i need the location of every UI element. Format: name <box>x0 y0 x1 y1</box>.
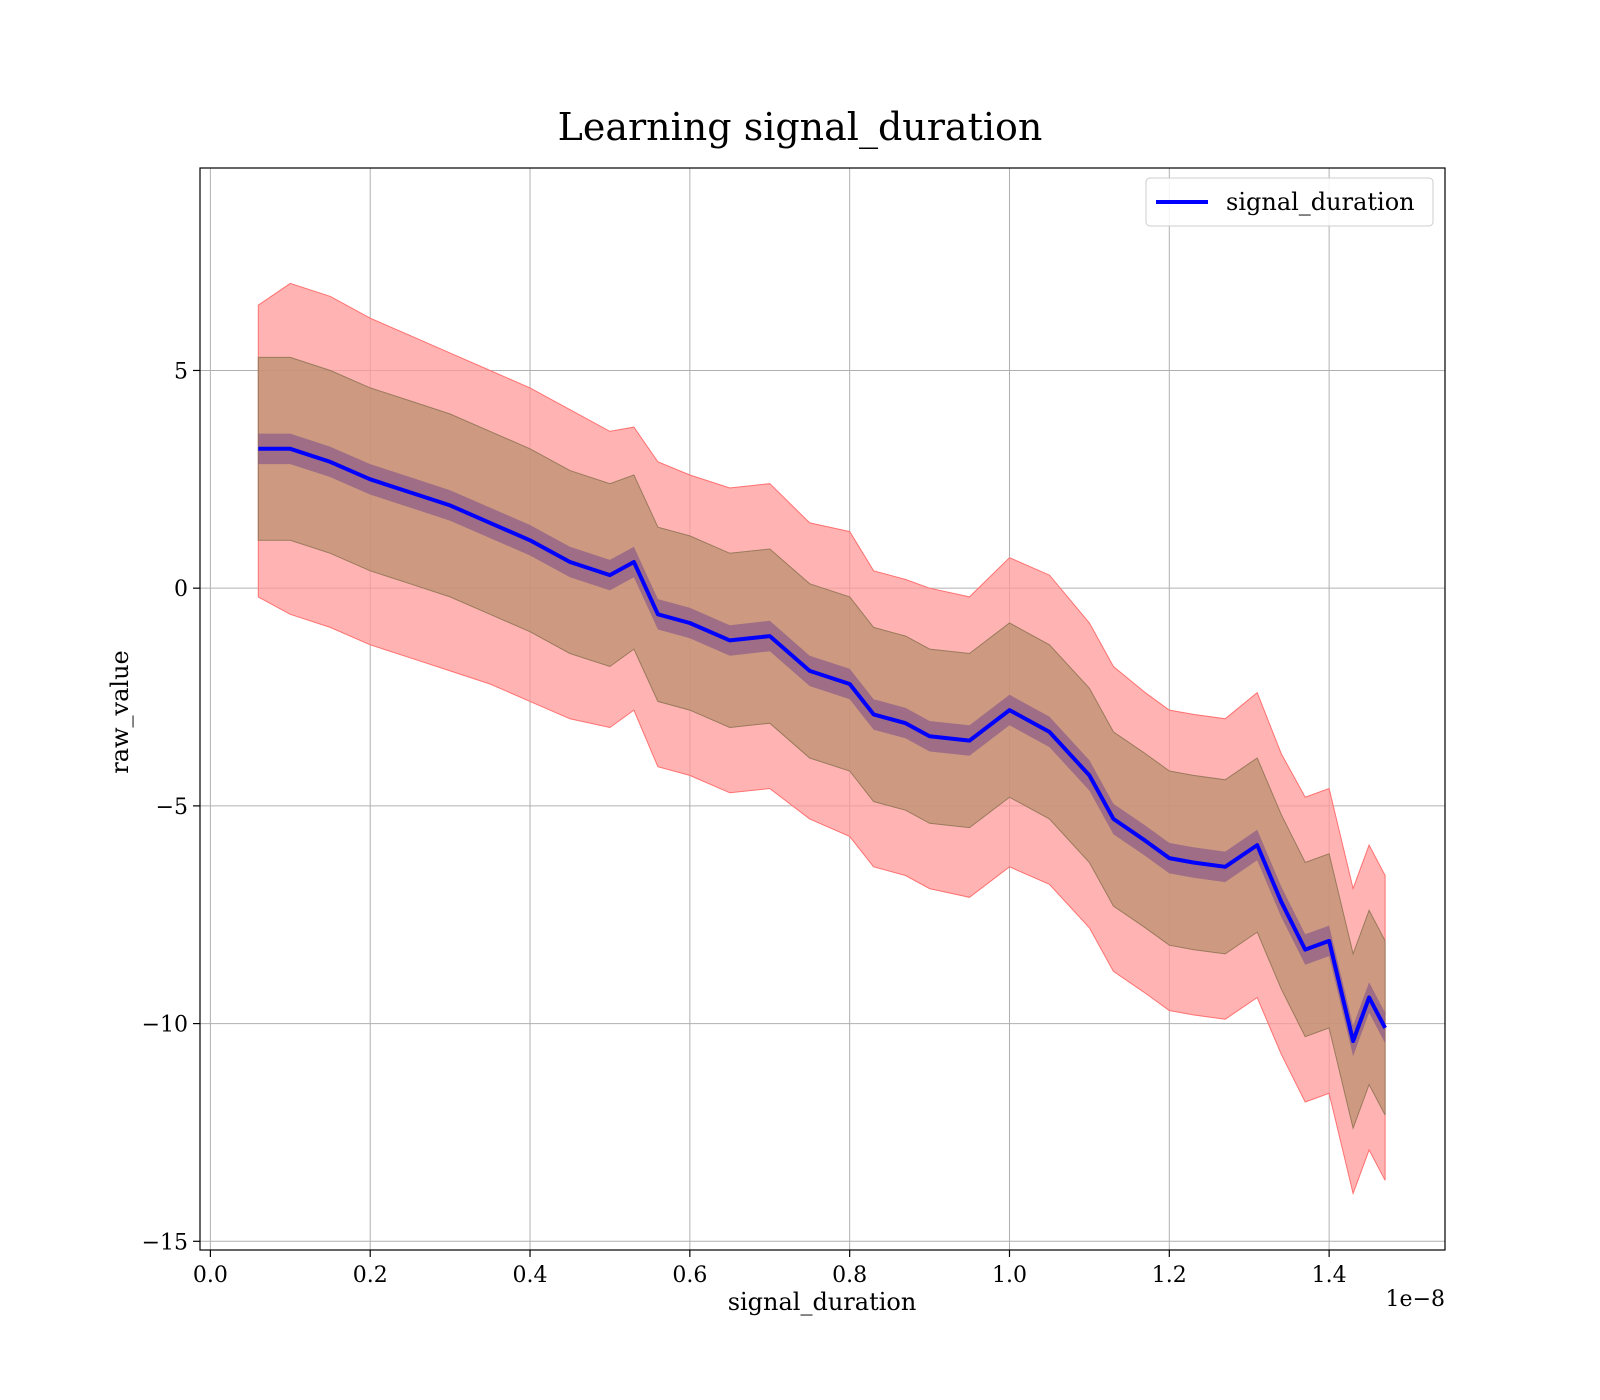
x-tick-label: 0.2 <box>353 1263 388 1288</box>
series-lines <box>258 446 1387 1043</box>
y-axis-label: raw_value <box>106 650 134 774</box>
x-tick-label: 1.2 <box>1152 1263 1187 1288</box>
legend-frame <box>1145 177 1434 227</box>
legend: signal_duration <box>1145 177 1434 227</box>
y-tick-label: 5 <box>174 359 188 384</box>
y-axis: 5 0 −5 −10 −15 <box>142 359 200 1255</box>
x-tick-label: 1.4 <box>1312 1263 1347 1288</box>
y-tick-label: 0 <box>174 577 188 602</box>
chart-title: Learning signal_duration <box>558 105 1043 150</box>
x-tick-label: 0.8 <box>832 1263 867 1288</box>
x-axis-label: signal_duration <box>728 1288 917 1316</box>
y-tick-label: −10 <box>142 1013 188 1038</box>
x-tick-label: 0.4 <box>513 1263 548 1288</box>
plot-frame <box>199 167 1446 1251</box>
legend-label: signal_duration <box>1226 188 1415 216</box>
x-tick-label: 0.6 <box>672 1263 707 1288</box>
y-tick-label: −5 <box>156 795 188 820</box>
series-line <box>258 446 1387 1043</box>
x-tick-label: 0.0 <box>193 1263 228 1288</box>
y-tick-label: −15 <box>142 1230 188 1255</box>
x-tick-label: 1.0 <box>992 1263 1027 1288</box>
x-axis: 0.0 0.2 0.4 0.6 0.8 1.0 1.2 1.4 <box>193 1250 1347 1288</box>
x-axis-offset-label: 1e−8 <box>1386 1287 1445 1312</box>
confidence-bands <box>257 282 1386 1196</box>
